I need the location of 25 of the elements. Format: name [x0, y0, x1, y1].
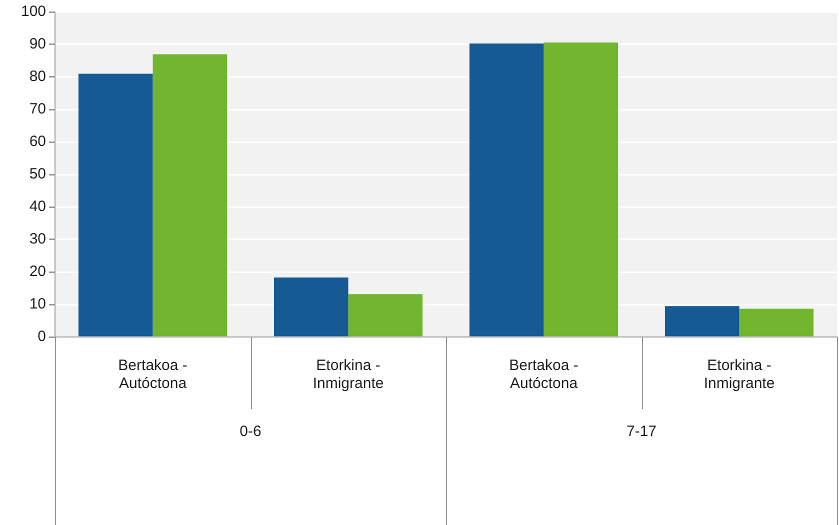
x-tick-label: Bertakoa - Autóctona [118, 357, 188, 392]
y-tick-label: 50 [29, 166, 46, 183]
x-tick-label: Etorkina - Inmigrante [312, 357, 384, 392]
y-tick-label: 100 [20, 3, 46, 20]
y-tick-label: 40 [29, 198, 46, 216]
bar [739, 308, 814, 336]
text: 7-17 [626, 423, 657, 440]
bar [664, 306, 740, 336]
x-tick-label: Bertakoa - Autóctona [509, 357, 578, 392]
bar [78, 74, 153, 336]
bar [274, 278, 348, 336]
y-tick-label: 80 [29, 68, 46, 86]
y-tick-label: 70 [29, 100, 46, 118]
x-tick-label: Etorkina - Inmigrante [704, 357, 775, 392]
bar [152, 54, 228, 336]
bar [348, 294, 423, 336]
y-tick-label: 60 [29, 133, 46, 150]
y-tick-label: 90 [29, 36, 46, 53]
text: 0-6 [240, 423, 262, 440]
y-tick-label: 0 [38, 328, 46, 346]
bar [544, 42, 618, 336]
y-tick-label: 10 [29, 296, 46, 313]
bar [469, 44, 544, 336]
y-tick-label: 30 [29, 230, 46, 248]
y-tick-label: 20 [29, 263, 46, 280]
